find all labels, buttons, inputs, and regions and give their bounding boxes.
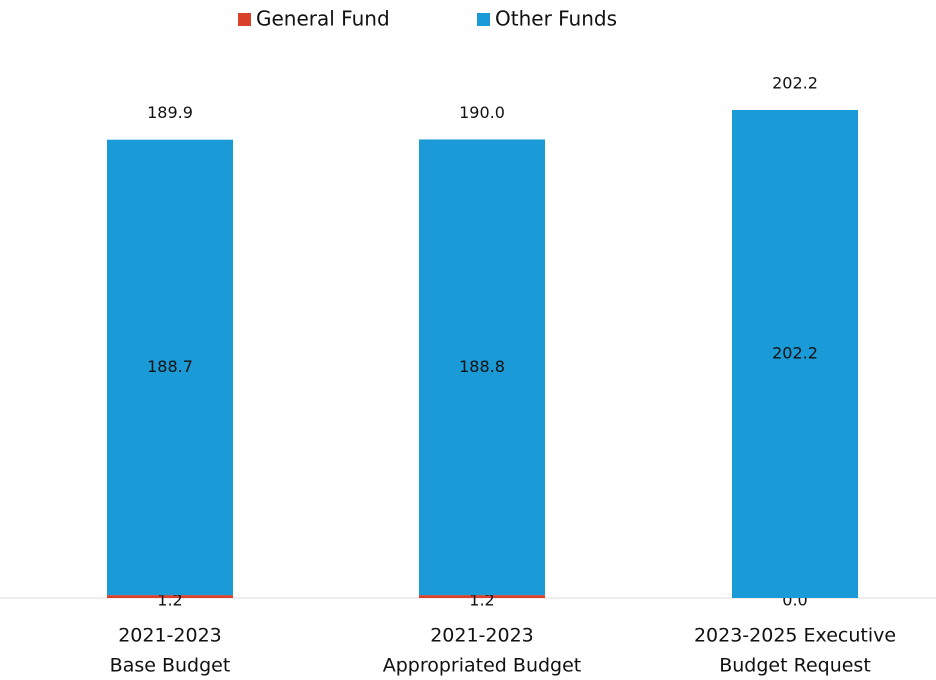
legend-swatch xyxy=(477,13,490,26)
legend-label: Other Funds xyxy=(495,7,617,31)
x-tick-label: Budget Request xyxy=(719,655,871,677)
bar-segment xyxy=(419,595,545,598)
x-tick-label: Base Budget xyxy=(110,655,231,677)
bar-segment xyxy=(732,110,858,598)
segment-label: 188.8 xyxy=(459,357,505,376)
total-label: 202.2 xyxy=(772,74,818,93)
segment-label: 1.2 xyxy=(157,591,182,610)
x-tick-label: 2021-2023 xyxy=(430,625,534,647)
bar-segment xyxy=(107,595,233,598)
legend-swatch xyxy=(238,13,251,26)
segment-label: 202.2 xyxy=(772,344,818,363)
bar-segment xyxy=(107,139,233,596)
total-label: 189.9 xyxy=(147,103,193,122)
segment-label: 1.2 xyxy=(469,591,494,610)
x-tick-label: 2023-2025 Executive xyxy=(694,625,896,647)
x-tick-label: Appropriated Budget xyxy=(383,655,582,677)
legend-label: General Fund xyxy=(256,7,390,31)
x-tick-label: 2021-2023 xyxy=(118,625,222,647)
bar-segment xyxy=(419,139,545,596)
segment-label: 188.7 xyxy=(147,357,193,376)
total-label: 190.0 xyxy=(459,103,505,122)
